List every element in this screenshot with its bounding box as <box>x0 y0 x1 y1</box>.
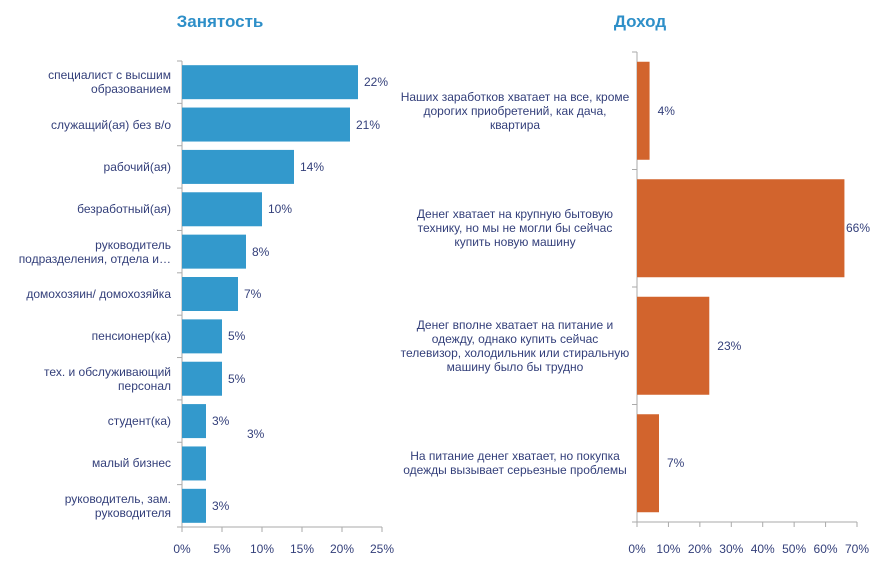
employment-category-label: домохозяин/ домохозяйка <box>26 287 171 301</box>
income-value-label: 4% <box>657 103 675 118</box>
employment-bar <box>182 149 294 184</box>
income-x-tick-label: 60% <box>813 542 838 556</box>
employment-value-label: 7% <box>244 287 262 301</box>
income-bar <box>637 179 845 278</box>
employment-bar <box>182 65 358 100</box>
employment-value-label: 14% <box>300 159 325 174</box>
employment-category-label: рабочий(ая) <box>103 159 171 174</box>
employment-bar <box>182 319 222 354</box>
employment-bar <box>182 446 206 481</box>
employment-bar <box>182 234 246 269</box>
employment-category-label: безработный(ая) <box>77 202 171 217</box>
employment-bar <box>182 192 262 227</box>
employment-category-label: тех. и обслуживающий персонал <box>44 364 171 393</box>
income-category-label: На питание денег хватает, но покупка оде… <box>403 449 627 478</box>
employment-x-tick-label: 25% <box>369 542 395 556</box>
employment-category-label: служащий(ая) без в/о <box>51 117 171 132</box>
employment-value-label: 8% <box>252 244 270 259</box>
employment-value-label: 5% <box>228 329 246 344</box>
income-chart-title: Доход <box>613 12 667 31</box>
employment-value-label: 10% <box>268 202 293 217</box>
employment-value-label: 21% <box>356 117 381 132</box>
income-category-label: Наших заработков хватает на все, кроме д… <box>400 89 630 132</box>
income-value-label: 23% <box>717 338 742 353</box>
employment-bar <box>182 488 206 523</box>
income-category-label: Денег вполне хватает на питание и одежду… <box>400 317 630 374</box>
employment-value-label: 3% <box>212 414 230 429</box>
income-category-label: Денег хватает на крупную бытовую технику… <box>416 207 614 250</box>
income-bar <box>637 296 710 395</box>
employment-x-tick-label: 20% <box>329 542 355 556</box>
income-x-tick-label: 20% <box>687 542 712 556</box>
employment-bar <box>182 277 238 311</box>
income-x-tick-label: 50% <box>782 542 807 556</box>
employment-category-label: малый бизнес <box>92 456 171 471</box>
employment-category-label: специалист с высшим образованием <box>48 68 171 97</box>
employment-category-label: студент(ка) <box>107 414 171 429</box>
income-x-tick-label: 0% <box>628 542 646 556</box>
employment-category-label: пенсионер(ка) <box>91 329 171 344</box>
income-x-tick-label: 30% <box>719 542 744 556</box>
income-value-label: 7% <box>667 456 685 471</box>
employment-x-tick-label: 10% <box>249 542 275 556</box>
employment-value-label: 3% <box>212 498 230 513</box>
income-x-tick-label: 70% <box>844 542 870 556</box>
income-value-label: 66% <box>846 221 871 236</box>
employment-bar <box>182 404 206 439</box>
income-x-tick-label: 40% <box>750 542 775 556</box>
employment-value-label: 5% <box>228 371 246 386</box>
employment-x-tick-label: 0% <box>173 542 191 556</box>
employment-x-tick-label: 5% <box>213 542 231 556</box>
income-bar <box>637 414 659 513</box>
income-x-tick-label: 10% <box>656 542 681 556</box>
employment-bar <box>182 107 350 142</box>
employment-x-tick-label: 15% <box>289 542 315 556</box>
income-bar <box>637 61 650 160</box>
employment-chart-title: Занятость <box>176 12 264 31</box>
employment-category-label: руководитель, зам. руководителя <box>64 491 171 520</box>
employment-category-label: руководитель подразделения, отдела и… <box>18 237 171 266</box>
employment-bar <box>182 361 222 396</box>
employment-value-label: 3% <box>247 427 265 442</box>
employment-value-label: 22% <box>364 75 389 90</box>
